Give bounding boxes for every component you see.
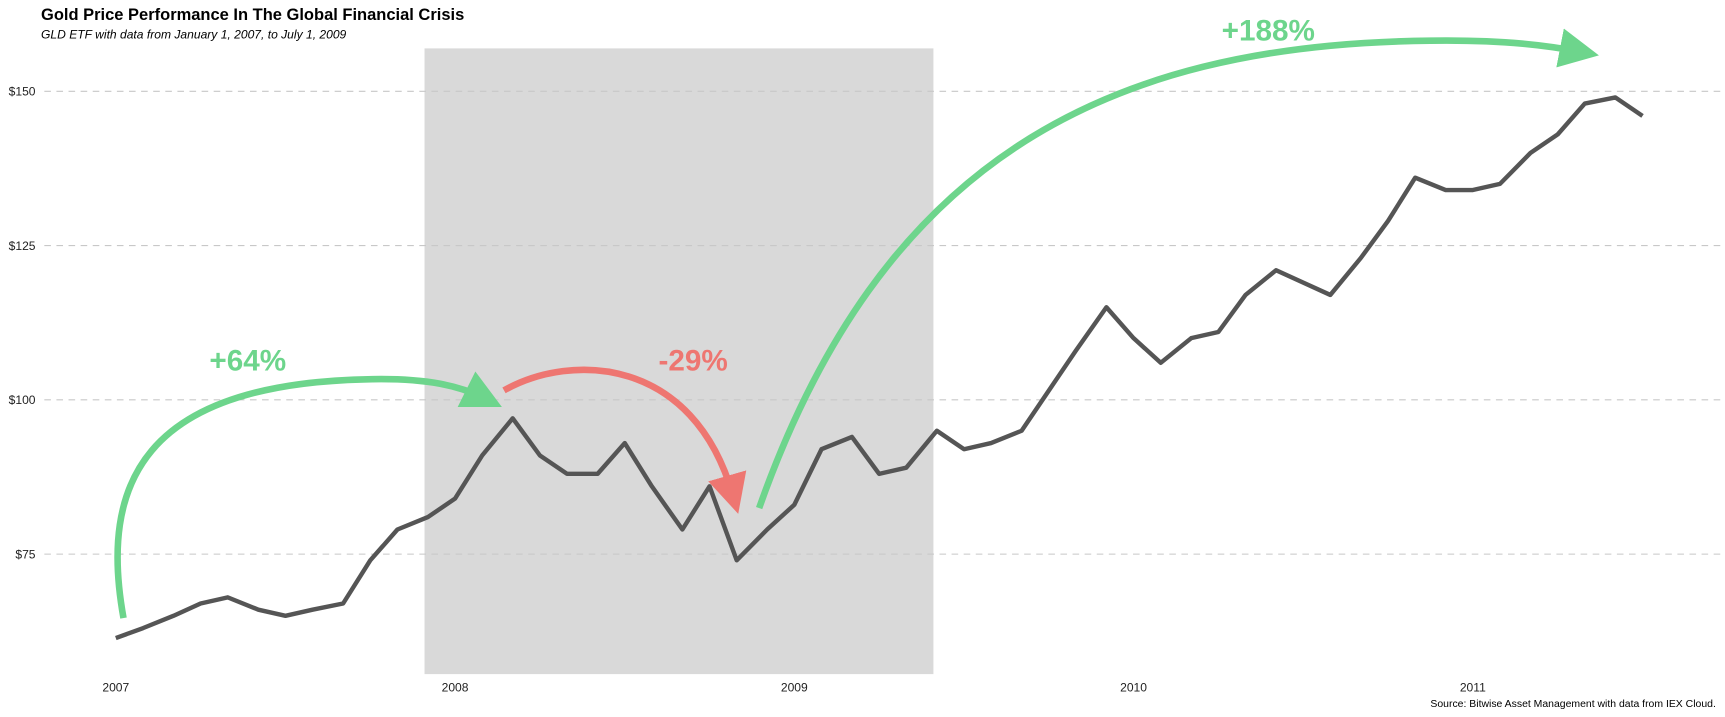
recession-shade (424, 48, 934, 675)
x-tick-label: 2010 (1120, 681, 1147, 695)
annotation-gain-1: +64% (209, 345, 286, 378)
x-tick-label: 2007 (102, 681, 129, 695)
x-tick-label: 2011 (1460, 681, 1486, 695)
annotation-gain-2: +188% (1222, 15, 1315, 48)
gain-arrow-1 (114, 371, 502, 619)
y-tick-label: $100 (9, 393, 36, 407)
y-tick-label: $125 (9, 239, 36, 253)
gain-arrow-2 (756, 28, 1599, 510)
chart-subtitle: GLD ETF with data from January 1, 2007, … (41, 27, 347, 41)
chart-title: Gold Price Performance In The Global Fin… (41, 6, 464, 24)
gld-price-line (115, 95, 1644, 641)
x-tick-label: 2009 (781, 681, 808, 695)
x-tick-label: 2008 (442, 681, 469, 695)
y-tick-label: $75 (15, 548, 35, 562)
annotation-loss: -29% (658, 345, 727, 378)
loss-arrow (502, 366, 747, 514)
source-note: Source: Bitwise Asset Management with da… (1430, 699, 1715, 710)
y-tick-label: $150 (9, 85, 36, 99)
